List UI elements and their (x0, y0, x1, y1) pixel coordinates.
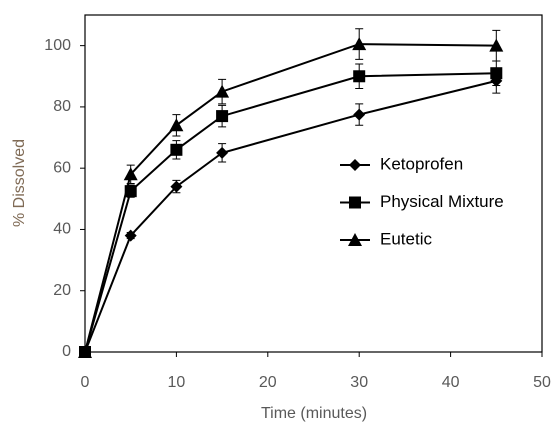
series-line (84, 79, 497, 353)
x-tick-label: 10 (168, 374, 186, 391)
legend-marker (349, 159, 361, 171)
x-tick-label: 30 (350, 374, 368, 391)
series-line (84, 43, 497, 353)
x-tick-label: 20 (259, 374, 277, 391)
data-point (489, 38, 504, 52)
data-point (170, 143, 183, 156)
x-tick-label: 40 (442, 374, 460, 391)
y-tick-label: 40 (53, 221, 71, 238)
y-tick-label: 20 (53, 282, 71, 299)
data-point (490, 67, 503, 80)
data-point (353, 70, 366, 83)
data-point (352, 37, 367, 51)
legend-label: Physical Mixture (380, 192, 504, 211)
data-point (170, 180, 183, 193)
y-tick-label: 60 (53, 159, 71, 176)
data-point (216, 146, 229, 159)
legend-label: Ketoprofen (380, 154, 463, 173)
data-point (353, 108, 366, 121)
y-tick-label: 0 (62, 343, 71, 360)
x-axis-label: Time (minutes) (261, 405, 367, 422)
y-tick-label: 100 (44, 37, 71, 54)
series-line (84, 72, 497, 353)
x-tick-label: 0 (81, 374, 90, 391)
data-point (215, 84, 230, 98)
legend-marker (349, 196, 361, 209)
y-axis-label: % Dissolved (11, 139, 28, 227)
legend-label: Eutetic (380, 229, 432, 248)
data-point (124, 229, 137, 242)
plot-frame (84, 14, 543, 353)
data-point (169, 118, 184, 132)
data-point (78, 345, 92, 358)
x-tick-label: 50 (533, 374, 551, 391)
data-point (216, 110, 229, 123)
data-point (123, 167, 138, 181)
y-tick-label: 80 (53, 98, 71, 115)
legend-marker (348, 233, 362, 246)
